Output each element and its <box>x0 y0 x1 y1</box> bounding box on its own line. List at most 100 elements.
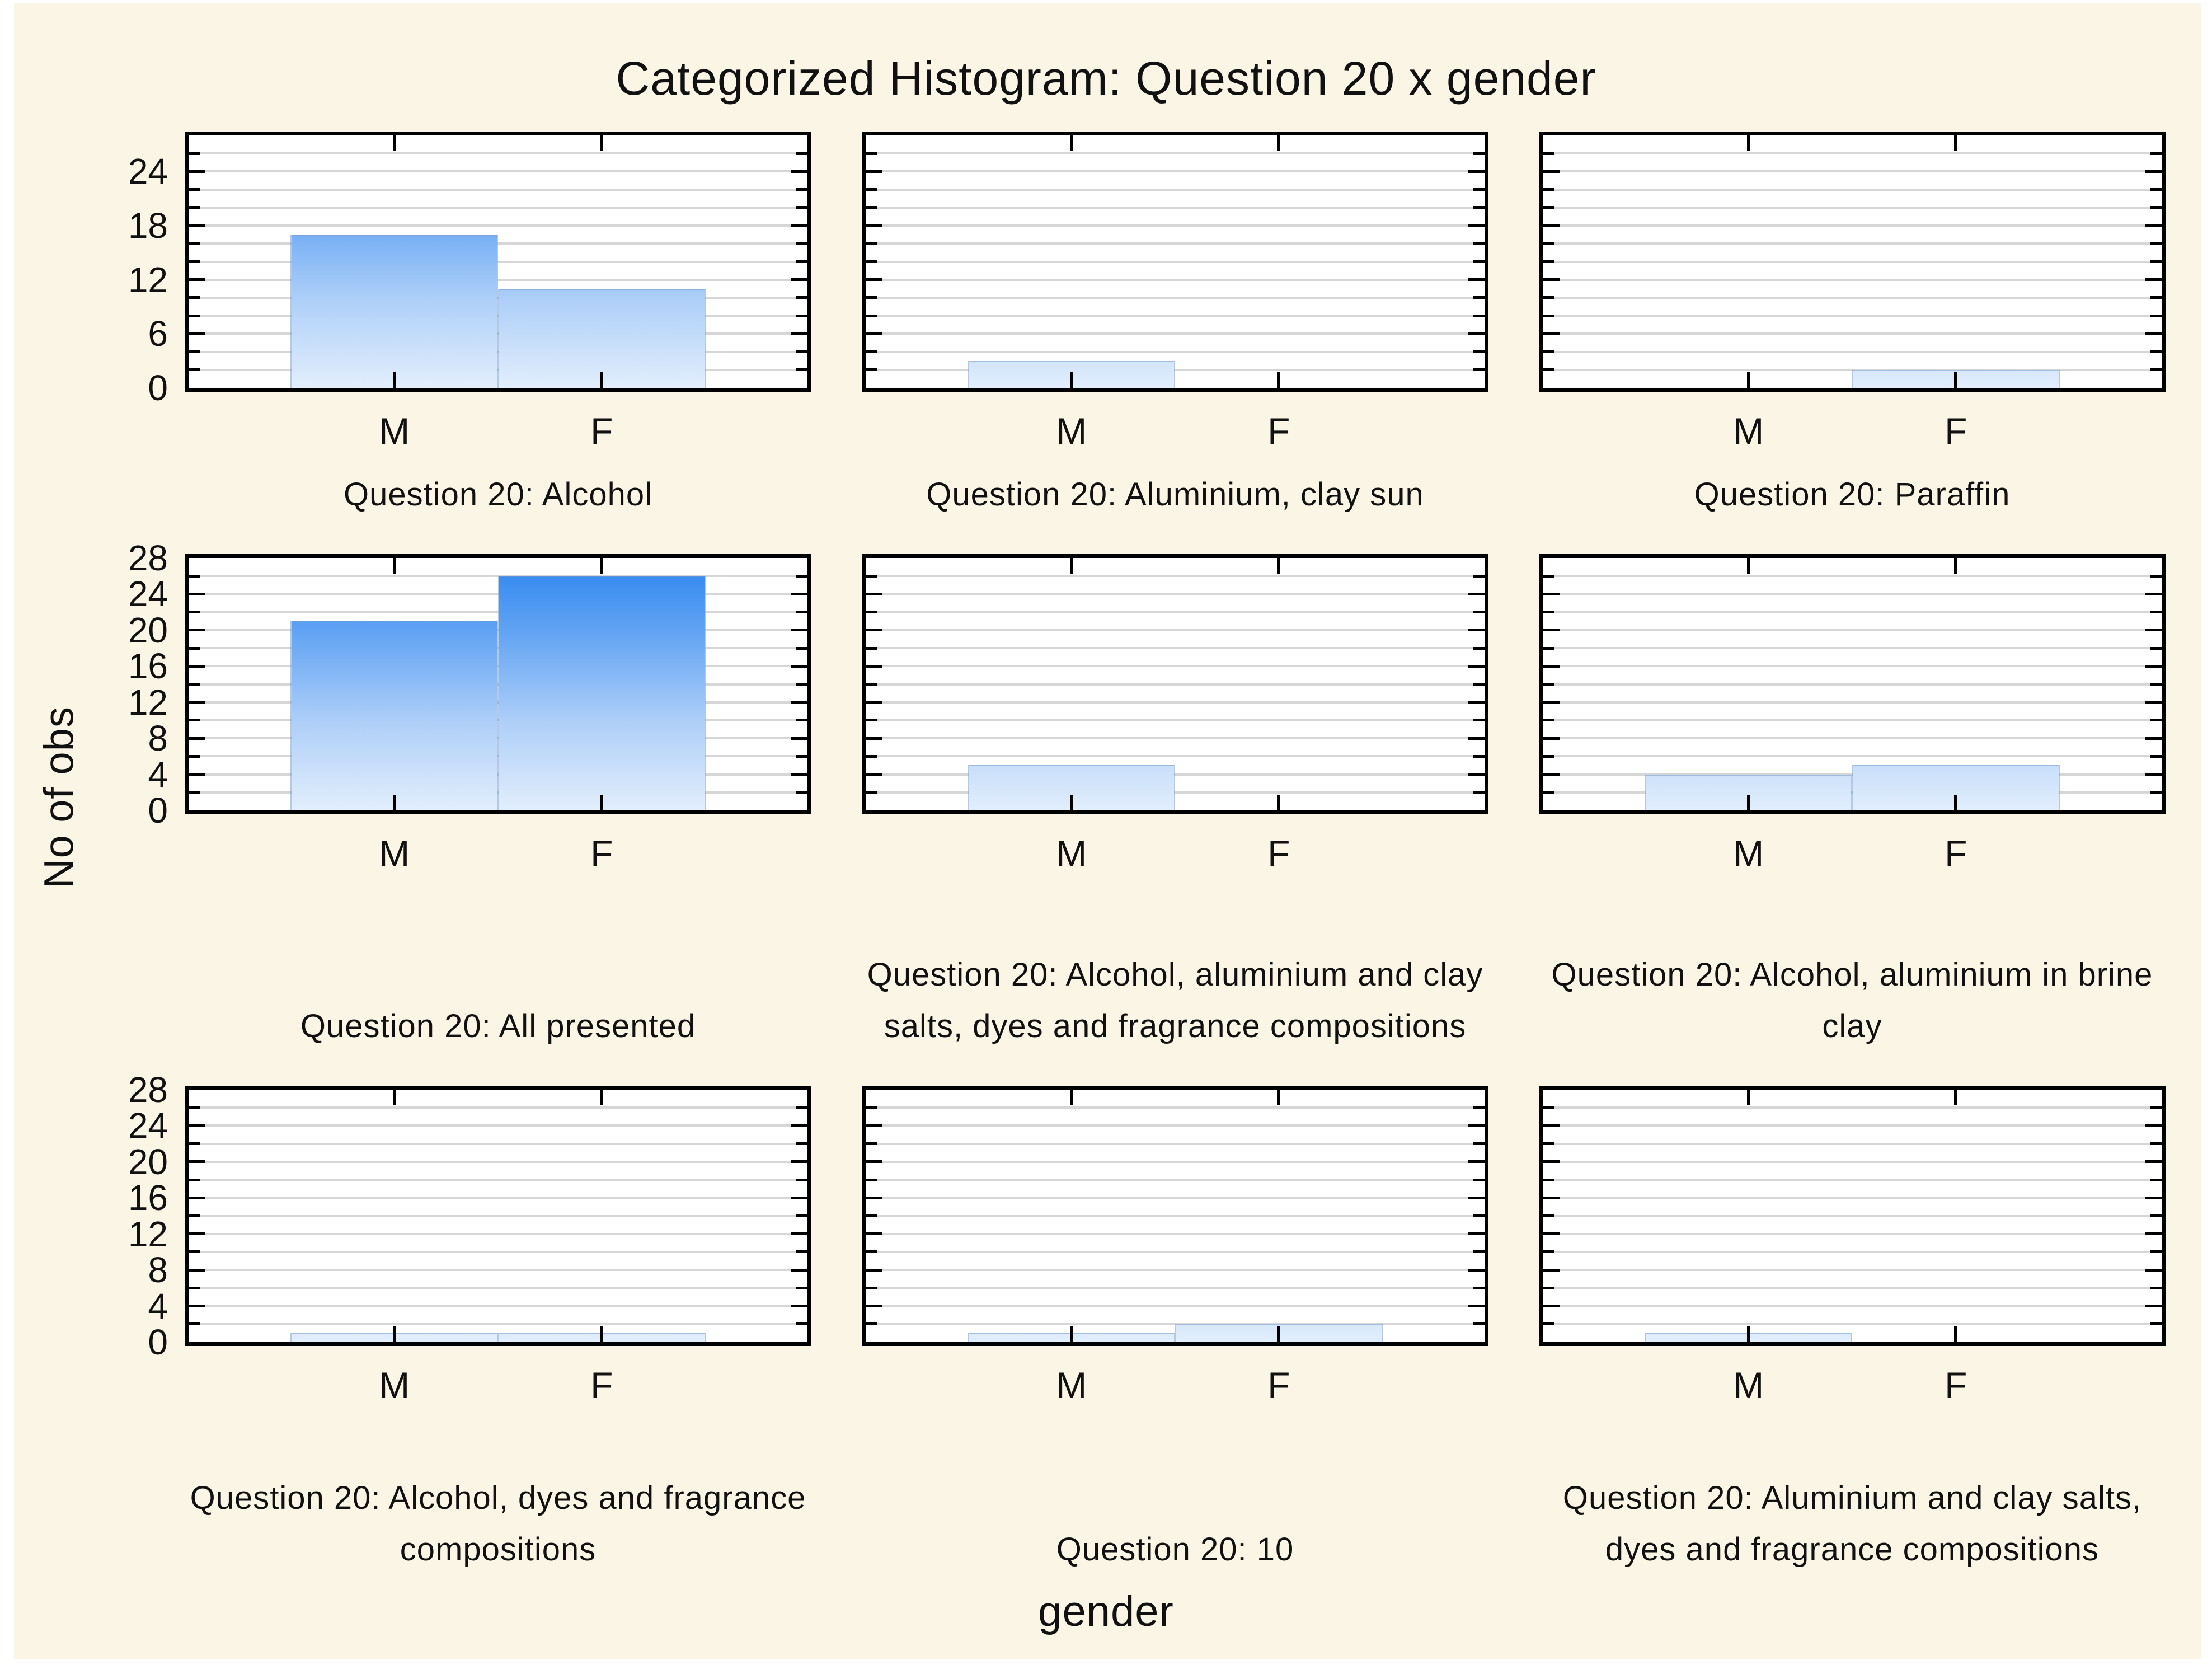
y-tick <box>189 1322 200 1326</box>
y-tick <box>189 332 205 335</box>
y-tick <box>866 1268 882 1272</box>
gridline <box>866 170 1485 173</box>
y-tick <box>866 332 882 335</box>
y-tick <box>866 1124 882 1127</box>
y-tick <box>189 278 205 282</box>
y-tick-label: 12 <box>128 259 168 300</box>
y-tick-label: 0 <box>148 790 168 831</box>
bar-f <box>498 288 706 388</box>
y-tick <box>189 611 200 614</box>
gridline <box>1543 1322 2162 1325</box>
y-tick <box>1473 1214 1485 1217</box>
x-tick <box>1954 1090 1958 1105</box>
y-tick <box>866 170 882 173</box>
y-tick <box>2145 1232 2162 1236</box>
y-tick <box>1543 664 1560 668</box>
x-tick <box>1746 372 1750 388</box>
gridline <box>866 755 1485 758</box>
gridline <box>1543 1179 2162 1181</box>
gridline <box>1543 1197 2162 1199</box>
y-tick <box>866 737 882 740</box>
panel-caption-line: Question 20: All presented <box>300 1008 696 1044</box>
gridline <box>1543 260 2162 263</box>
chart-title: Categorized Histogram: Question 20 x gen… <box>616 52 1596 105</box>
bar-m <box>290 621 498 810</box>
x-category-label: F <box>590 410 613 452</box>
gridline <box>866 188 1485 191</box>
y-tick-label: 24 <box>128 151 168 192</box>
gridline <box>866 260 1485 263</box>
y-tick <box>189 242 200 245</box>
y-tick <box>2150 350 2162 354</box>
x-tick <box>392 1326 396 1342</box>
x-category-label: F <box>1267 410 1290 452</box>
gridline <box>189 1214 807 1217</box>
y-tick <box>791 629 807 632</box>
gridline <box>189 1124 807 1127</box>
y-tick <box>189 350 200 354</box>
y-tick <box>1543 1142 1554 1146</box>
y-tick <box>1543 314 1554 317</box>
x-tick <box>392 372 396 388</box>
y-tick <box>866 1286 877 1289</box>
y-tick <box>189 314 200 317</box>
y-tick <box>1473 368 1485 372</box>
y-tick-label: 12 <box>128 1213 168 1254</box>
y-tick <box>189 188 200 191</box>
y-tick <box>1473 1106 1485 1109</box>
x-category-label: M <box>1733 1364 1764 1406</box>
gridline <box>866 665 1485 668</box>
y-tick <box>866 1160 882 1164</box>
x-category-label: F <box>1267 1364 1290 1406</box>
y-tick <box>796 242 807 245</box>
y-tick <box>1543 1196 1560 1199</box>
y-tick <box>189 646 200 650</box>
y-tick <box>189 170 205 173</box>
y-tick <box>2150 1322 2162 1326</box>
y-tick <box>1473 1178 1485 1181</box>
y-tick <box>791 1196 807 1199</box>
y-tick <box>1473 260 1485 263</box>
y-tick <box>1468 1196 1485 1199</box>
x-tick <box>1954 135 1958 151</box>
gridline <box>866 737 1485 740</box>
y-tick <box>1543 206 1554 209</box>
x-tick <box>600 795 604 810</box>
x-tick <box>392 795 396 810</box>
y-tick <box>791 1232 807 1236</box>
y-tick <box>189 224 205 227</box>
y-tick <box>1468 170 1485 173</box>
gridline <box>866 1179 1485 1181</box>
gridline <box>189 1269 807 1272</box>
y-tick <box>866 646 877 650</box>
gridline <box>866 315 1485 317</box>
y-tick <box>1543 1160 1560 1164</box>
gridline <box>1543 683 2162 686</box>
y-tick-label: 4 <box>148 754 168 795</box>
y-tick <box>866 754 877 758</box>
x-tick <box>1069 135 1073 151</box>
y-tick-label: 0 <box>148 368 168 408</box>
y-tick <box>866 152 877 155</box>
x-tick <box>600 372 604 388</box>
y-tick <box>1473 188 1485 191</box>
y-tick <box>1473 683 1485 686</box>
y-tick <box>2150 1142 2162 1146</box>
panel-caption-line: salts, dyes and fragrance compositions <box>884 1008 1467 1044</box>
y-tick <box>1543 1232 1560 1236</box>
y-tick <box>189 1196 205 1199</box>
y-tick <box>1473 1250 1485 1254</box>
y-tick <box>1543 278 1560 282</box>
y-tick-label: 20 <box>128 1141 168 1182</box>
y-tick <box>796 1106 807 1109</box>
y-tick <box>1468 332 1485 335</box>
y-tick <box>866 350 877 354</box>
gridline <box>1543 629 2162 631</box>
y-tick <box>189 737 205 740</box>
panel-caption: Question 20: Alcohol <box>118 453 879 520</box>
y-tick <box>791 773 807 776</box>
panel-caption-line: Question 20: Aluminium and clay salts, <box>1562 1480 2142 1516</box>
y-tick <box>2145 1268 2162 1272</box>
y-tick-label: 28 <box>128 1070 168 1110</box>
